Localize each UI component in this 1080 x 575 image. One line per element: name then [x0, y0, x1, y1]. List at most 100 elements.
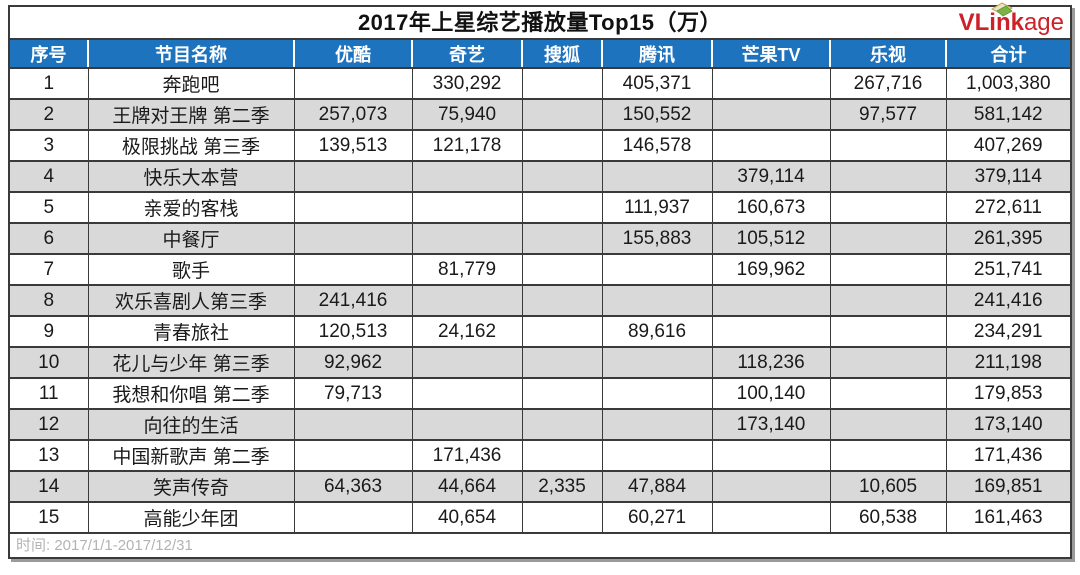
show-name-cell: 极限挑战 第三季 — [87, 129, 295, 162]
value-cell: 155,883 — [601, 222, 713, 255]
table-row: 5 亲爱的客栈 111,937 160,673 272,611 — [10, 191, 1070, 224]
value-cell — [711, 284, 831, 317]
value-cell — [411, 284, 523, 317]
table-row: 1 奔跑吧 330,292 405,371 267,716 1,003,380 — [10, 67, 1070, 100]
value-cell — [829, 284, 947, 317]
value-cell — [521, 98, 603, 131]
value-cell — [293, 222, 413, 255]
vlinkage-gem-icon — [990, 2, 1013, 17]
value-cell — [829, 222, 947, 255]
value-cell: 47,884 — [601, 470, 713, 503]
value-cell — [711, 315, 831, 348]
table-card: 2017年上星综艺播放量Top15（万） VLinkage 序号 节目名称 优酷 奇艺… — [8, 2, 1072, 559]
column-header-8: 合计 — [945, 40, 1070, 69]
column-header-5: 腾讯 — [601, 40, 712, 69]
value-cell: 111,937 — [601, 191, 713, 224]
value-cell: 100,140 — [711, 377, 831, 410]
value-cell — [601, 284, 713, 317]
value-cell: 160,673 — [711, 191, 831, 224]
value-cell: 139,513 — [293, 129, 413, 162]
value-cell: 379,114 — [711, 160, 831, 193]
value-cell: 234,291 — [945, 315, 1070, 348]
value-cell: 179,853 — [945, 377, 1070, 410]
rank-cell: 3 — [10, 129, 89, 162]
column-header-0: 序号 — [10, 40, 88, 69]
show-name-cell: 奔跑吧 — [87, 67, 295, 100]
value-cell: 60,538 — [829, 501, 947, 534]
value-cell: 97,577 — [829, 98, 947, 131]
value-cell: 407,269 — [945, 129, 1070, 162]
value-cell — [521, 222, 603, 255]
value-cell — [293, 253, 413, 286]
show-name-cell: 我想和你唱 第二季 — [87, 377, 295, 410]
table-row: 11 我想和你唱 第二季 79,713 100,140 179,853 — [10, 377, 1070, 410]
value-cell: 405,371 — [601, 67, 713, 100]
column-header-1: 节目名称 — [87, 40, 294, 69]
value-cell: 1,003,380 — [945, 67, 1070, 100]
value-cell: 173,140 — [945, 408, 1070, 441]
table-row: 2 王牌对王牌 第二季 257,073 75,940 150,552 97,577 581,… — [10, 98, 1070, 131]
value-cell — [521, 408, 603, 441]
value-cell: 581,142 — [945, 98, 1070, 131]
vlinkage-logo: VLinkage — [958, 2, 1064, 39]
value-cell — [521, 253, 603, 286]
column-header-6: 芒果TV — [711, 40, 830, 69]
value-cell: 241,416 — [293, 284, 413, 317]
value-cell — [293, 67, 413, 100]
value-cell — [829, 346, 947, 379]
table-row: 10 花儿与少年 第三季 92,962 118,236 211,198 — [10, 346, 1070, 379]
value-cell — [711, 439, 831, 472]
value-cell — [829, 439, 947, 472]
value-cell: 121,178 — [411, 129, 523, 162]
value-cell — [521, 439, 603, 472]
value-cell: 75,940 — [411, 98, 523, 131]
value-cell — [601, 377, 713, 410]
header-row: 序号 节目名称 优酷 奇艺 搜狐 腾讯 芒果TV 乐视 合计 — [10, 40, 1070, 69]
table-row: 12 向往的生活 173,140 173,140 — [10, 408, 1070, 441]
value-cell — [711, 470, 831, 503]
rank-cell: 5 — [10, 191, 89, 224]
rank-cell: 12 — [10, 408, 89, 441]
logo-text-bold: VLink — [958, 9, 1024, 36]
value-cell — [711, 98, 831, 131]
value-cell: 10,605 — [829, 470, 947, 503]
value-cell — [601, 346, 713, 379]
value-cell — [521, 129, 603, 162]
logo-text-regular: age — [1023, 9, 1064, 36]
show-name-cell: 中国新歌声 第二季 — [87, 439, 295, 472]
value-cell: 2,335 — [521, 470, 603, 503]
table-row: 15 高能少年团 40,654 60,271 60,538 161,463 — [10, 501, 1070, 534]
value-cell: 105,512 — [711, 222, 831, 255]
value-cell: 79,713 — [293, 377, 413, 410]
table-row: 6 中餐厅 155,883 105,512 261,395 — [10, 222, 1070, 255]
table-row: 7 歌手 81,779 169,962 251,741 — [10, 253, 1070, 286]
value-cell — [293, 191, 413, 224]
value-cell — [829, 160, 947, 193]
rank-cell: 15 — [10, 501, 89, 534]
value-cell — [411, 346, 523, 379]
value-cell — [829, 315, 947, 348]
table-row: 14 笑声传奇 64,363 44,664 2,335 47,884 10,605 169,8… — [10, 470, 1070, 503]
value-cell — [829, 253, 947, 286]
table-row: 3 极限挑战 第三季 139,513 121,178 146,578 407,269 — [10, 129, 1070, 162]
table-header: 序号 节目名称 优酷 奇艺 搜狐 腾讯 芒果TV 乐视 合计 — [10, 40, 1070, 69]
value-cell — [521, 284, 603, 317]
column-header-7: 乐视 — [829, 40, 946, 69]
value-cell — [601, 408, 713, 441]
value-cell — [601, 253, 713, 286]
rank-cell: 6 — [10, 222, 89, 255]
value-cell: 267,716 — [829, 67, 947, 100]
value-cell: 169,962 — [711, 253, 831, 286]
show-name-cell: 欢乐喜剧人第三季 — [87, 284, 295, 317]
table-body: 1 奔跑吧 330,292 405,371 267,716 1,003,380 2 王牌对王牌… — [10, 67, 1070, 534]
value-cell — [293, 439, 413, 472]
value-cell: 261,395 — [945, 222, 1070, 255]
value-cell — [601, 439, 713, 472]
title-bar: 2017年上星综艺播放量Top15（万） VLinkage — [10, 2, 1070, 40]
value-cell: 379,114 — [945, 160, 1070, 193]
value-cell — [829, 408, 947, 441]
show-name-cell: 高能少年团 — [87, 501, 295, 534]
value-cell — [829, 191, 947, 224]
value-cell — [601, 160, 713, 193]
value-cell: 150,552 — [601, 98, 713, 131]
